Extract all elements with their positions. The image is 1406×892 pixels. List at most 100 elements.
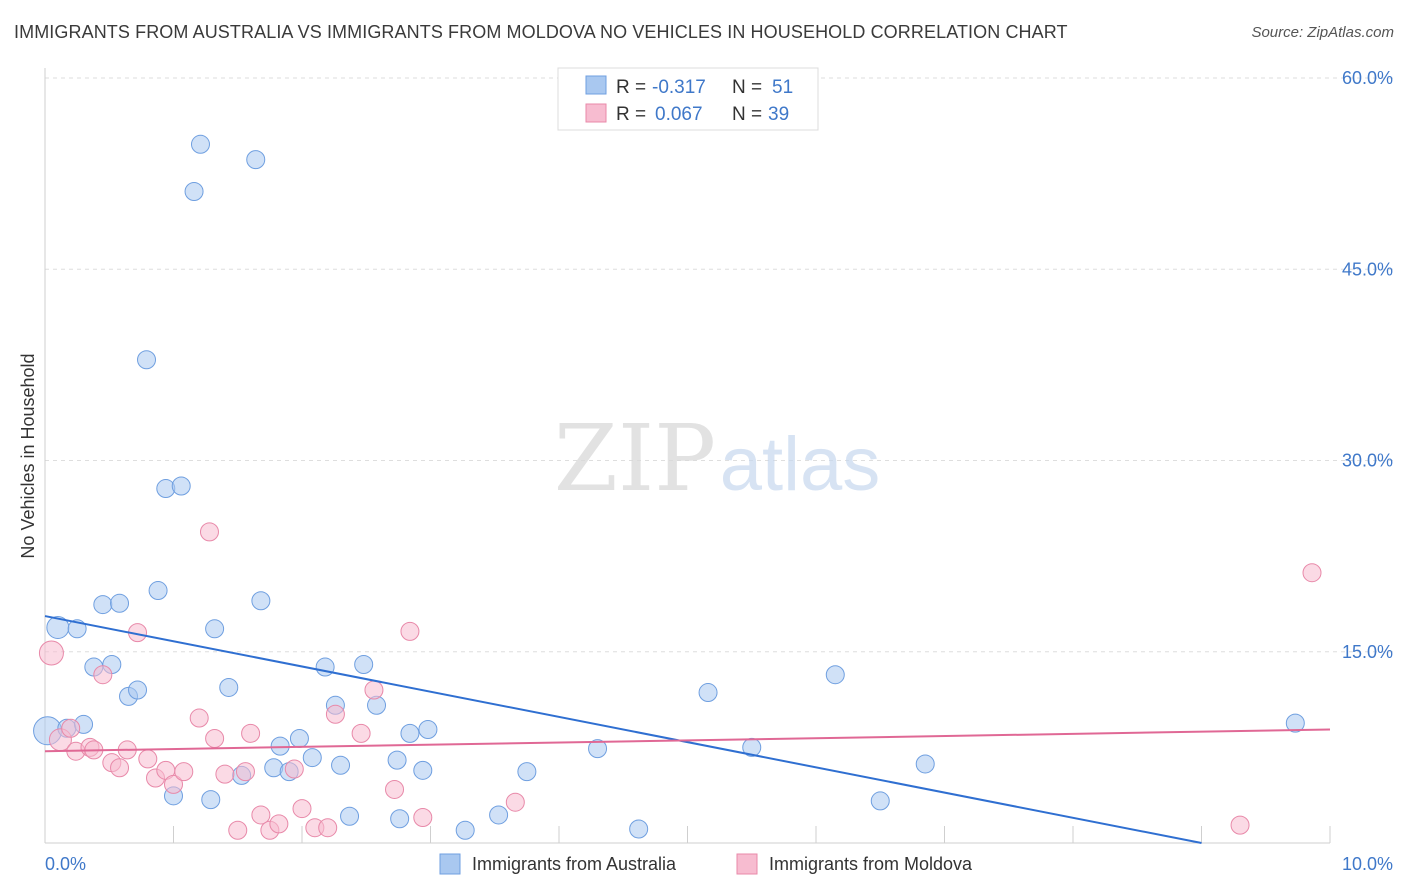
point-australia-37 [400,723,420,743]
point-moldova-38 [1302,563,1322,583]
point-moldova-2 [61,718,81,738]
point-australia-25 [270,736,290,756]
point-australia-45 [698,683,718,703]
point-australia-33 [354,655,374,674]
point-moldova-6 [93,665,113,685]
point-moldova-27 [292,799,312,819]
point-moldova-14 [164,774,183,794]
legend-bottom-swatch-moldova [736,853,758,875]
legend-r-value-australia: -0.317 [652,77,706,98]
legend-top: R = -0.317 N = 51 R = 0.067 N = 39 [557,67,819,131]
point-australia-15 [171,476,191,496]
point-moldova-11 [138,749,158,769]
x-tick-label-0: 0.0% [45,854,86,874]
point-moldova-0 [38,640,64,666]
point-moldova-33 [385,779,405,799]
trend-line-moldova [44,728,1331,753]
legend-n-value-australia: 51 [772,77,793,98]
point-moldova-29 [318,818,338,838]
tick-labels: 60.0% 45.0% 30.0% 15.0% 0.0% 10.0% [45,68,1393,874]
legend-r-value-moldova: 0.067 [655,104,703,125]
legend-r-label-moldova: R = [616,104,646,125]
point-moldova-30 [325,704,345,724]
point-australia-27 [289,728,309,748]
point-australia-16 [184,181,204,201]
point-australia-38 [413,760,433,780]
point-moldova-17 [199,522,219,542]
point-australia-11 [137,350,157,370]
legend-swatch-moldova [585,103,607,123]
legend-bottom-label-australia: Immigrants from Australia [472,854,677,874]
source-label: Source: ZipAtlas.com [1251,24,1394,41]
point-moldova-37 [1230,815,1250,835]
legend-n-label-australia: N = [732,77,762,98]
point-moldova-32 [364,680,384,700]
watermark-zip: ZIP [554,405,716,512]
point-australia-19 [205,619,225,639]
point-australia-47 [825,665,845,685]
point-australia-42 [517,762,537,782]
point-australia-41 [489,805,509,825]
y-axis-label: No Vehicles in Household [18,353,38,558]
y-tick-label-3: 15.0% [1342,642,1393,662]
legend-n-value-moldova: 39 [768,104,789,125]
point-moldova-15 [174,762,194,782]
point-australia-35 [387,750,407,770]
point-australia-28 [302,748,322,768]
chart-title: IMMIGRANTS FROM AUSTRALIA VS IMMIGRANTS … [14,22,1068,42]
trend-line-australia [44,615,1202,844]
point-australia-39 [418,720,438,740]
legend-swatch-australia [585,75,607,95]
point-moldova-23 [251,805,271,825]
axes [44,68,1331,844]
point-australia-32 [340,806,360,826]
point-australia-3 [67,619,87,639]
point-moldova-16 [189,708,209,728]
point-australia-8 [110,593,130,613]
y-tick-label-1: 45.0% [1342,259,1393,279]
legend-r-label-australia: R = [616,77,646,98]
point-australia-43 [588,739,608,759]
data-points [33,134,1322,840]
point-australia-20 [219,677,239,697]
point-australia-48 [870,791,890,811]
point-australia-18 [201,790,221,810]
point-australia-31 [331,755,351,775]
point-moldova-31 [351,723,371,743]
point-australia-17 [190,134,210,154]
legend-bottom-swatch-australia [439,853,461,875]
point-moldova-18 [205,728,225,748]
y-tick-label-0: 60.0% [1342,68,1393,88]
grid-lines [45,77,1393,653]
point-moldova-35 [413,808,433,827]
point-australia-49 [915,754,935,774]
point-moldova-8 [110,758,130,778]
point-australia-23 [251,591,271,611]
point-moldova-22 [241,723,261,743]
x-tick-label-1: 10.0% [1342,854,1393,874]
point-australia-36 [390,809,410,829]
point-australia-40 [455,820,475,840]
point-australia-44 [629,819,649,839]
point-australia-50 [1285,713,1305,733]
point-moldova-34 [400,621,420,641]
point-australia-12 [148,581,168,601]
trend-lines [44,615,1331,844]
legend-n-label-moldova: N = [732,104,762,125]
legend-bottom: Immigrants from Australia Immigrants fro… [439,853,973,875]
watermark: ZIP atlas [554,405,880,512]
y-tick-label-2: 30.0% [1342,451,1393,471]
point-australia-29 [315,657,335,677]
point-australia-6 [93,595,113,615]
point-moldova-19 [215,764,235,784]
point-moldova-25 [269,814,289,834]
point-moldova-26 [284,759,304,779]
legend-bottom-label-moldova: Immigrants from Moldova [769,854,973,874]
point-moldova-36 [505,792,525,812]
point-moldova-20 [228,820,248,840]
point-australia-10 [128,680,148,700]
watermark-atlas: atlas [720,422,881,507]
point-australia-22 [246,150,266,170]
point-moldova-21 [235,762,255,782]
